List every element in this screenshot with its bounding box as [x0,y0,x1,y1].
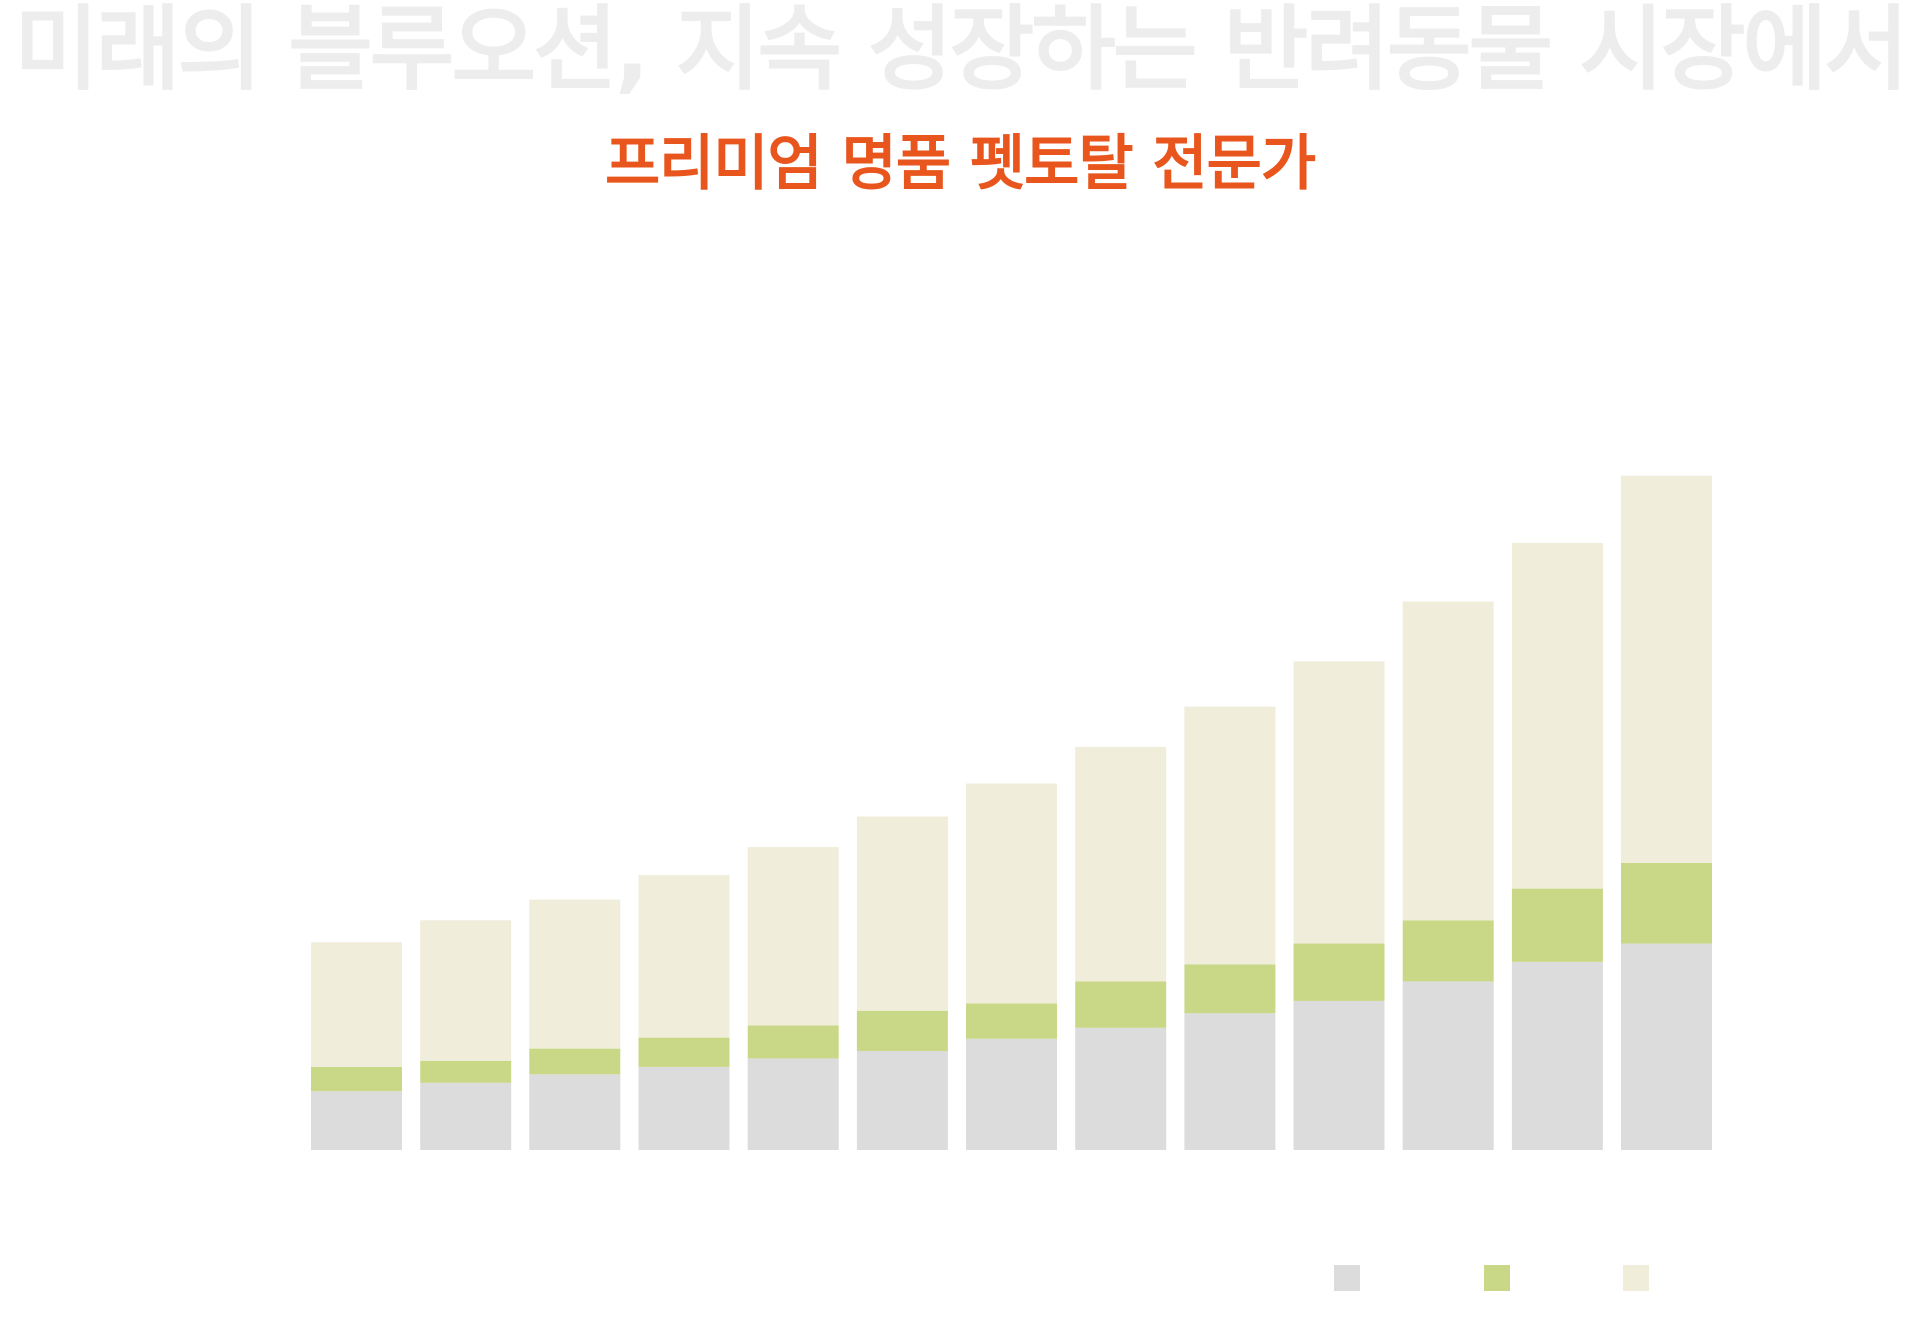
legend-swatch-3 [1623,1265,1649,1291]
bar-segment-s1-b10 [1293,1001,1385,1150]
bar-segment-s2-b3 [529,1048,621,1075]
bar-segment-s3-b8 [1075,746,1167,982]
bar-segment-s1-b3 [529,1074,621,1150]
bar-segment-s2-b4 [638,1037,730,1067]
bar-segment-s2-b2 [420,1060,512,1083]
bar-segment-s3-b3 [529,899,621,1049]
bar-segment-s3-b5 [747,847,839,1026]
bar-segment-s2-b11 [1402,920,1494,982]
bar-segment-s3-b1 [311,942,402,1067]
bar-segment-s1-b5 [747,1058,839,1150]
bar-segment-s3-b7 [966,783,1057,1004]
bar-segment-s1-b6 [856,1051,948,1150]
bars-group [311,475,1712,1150]
bar-segment-s2-b1 [311,1066,402,1092]
bar-segment-s2-b8 [1075,981,1167,1028]
legend-swatch-1 [1334,1265,1360,1291]
bar-segment-s2-b12 [1511,888,1603,962]
bar-segment-s2-b7 [966,1003,1057,1039]
bar-segment-s3-b13 [1621,475,1712,863]
bar-segment-s1-b1 [311,1091,402,1150]
bar-segment-s2-b9 [1184,964,1276,1014]
bar-segment-s2-b13 [1621,862,1712,944]
bar-segment-s3-b12 [1511,542,1603,889]
bar-segment-s1-b12 [1511,961,1603,1150]
bar-segment-s3-b11 [1402,601,1494,921]
bar-segment-s3-b9 [1184,706,1276,965]
bar-segment-s3-b4 [638,875,730,1038]
bar-segment-s2-b5 [747,1025,839,1059]
bar-segment-s1-b13 [1621,943,1712,1150]
subheadline: 프리미엄 명품 펫토탈 전문가 [604,129,1316,199]
bar-segment-s1-b4 [638,1066,730,1150]
bar-segment-s2-b6 [856,1010,948,1051]
bar-segment-s3-b6 [856,816,948,1011]
legend [1334,1265,1649,1291]
bar-segment-s3-b10 [1293,661,1385,944]
legend-swatch-2 [1484,1265,1510,1291]
bar-segment-s1-b9 [1184,1013,1276,1150]
headline: 미래의 블루오션, 지속 성장하는 반려동물 시장에서 [14,0,1909,100]
bar-segment-s1-b11 [1402,981,1494,1150]
bar-segment-s1-b2 [420,1082,512,1150]
bar-segment-s1-b7 [966,1038,1057,1150]
bar-segment-s1-b8 [1075,1027,1167,1150]
bar-segment-s3-b2 [420,920,512,1061]
bar-segment-s2-b10 [1293,943,1385,1001]
